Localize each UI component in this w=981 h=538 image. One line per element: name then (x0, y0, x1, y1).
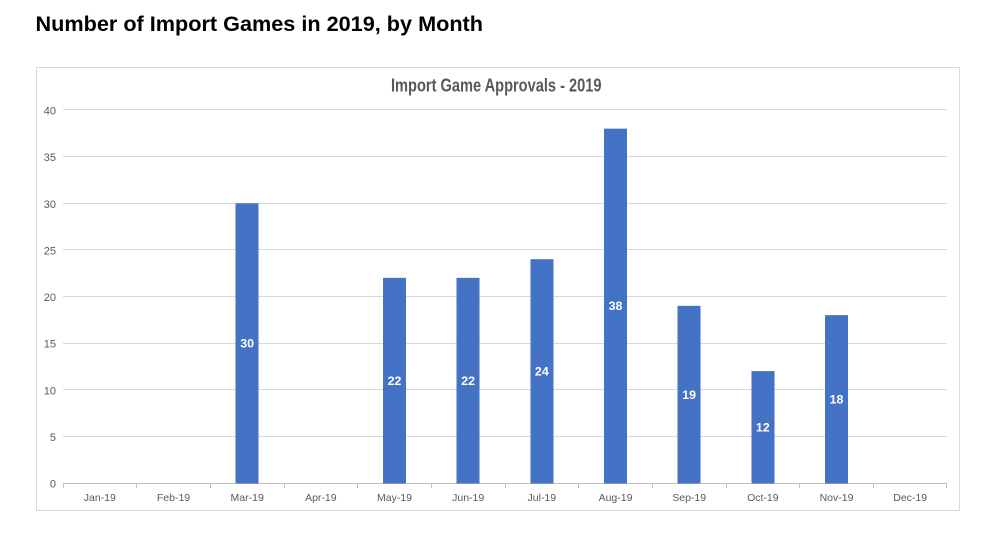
svg-text:Jul-19: Jul-19 (528, 492, 557, 504)
svg-text:Number of Import Games in 2019: Number of Import Games in 2019, by Month (36, 13, 484, 36)
svg-text:5: 5 (50, 432, 56, 444)
svg-text:Mar-19: Mar-19 (231, 492, 264, 504)
svg-text:30: 30 (44, 199, 56, 211)
svg-text:0: 0 (50, 479, 56, 491)
svg-text:18: 18 (830, 392, 844, 406)
svg-text:22: 22 (461, 374, 475, 388)
svg-text:20: 20 (44, 292, 56, 304)
svg-text:38: 38 (609, 299, 623, 313)
svg-text:22: 22 (388, 374, 402, 388)
svg-text:May-19: May-19 (377, 492, 412, 504)
svg-text:Feb-19: Feb-19 (157, 492, 190, 504)
svg-text:Jun-19: Jun-19 (452, 492, 484, 504)
svg-text:Apr-19: Apr-19 (305, 492, 337, 504)
svg-text:25: 25 (44, 245, 56, 257)
svg-text:Jan-19: Jan-19 (84, 492, 116, 504)
svg-text:Aug-19: Aug-19 (599, 492, 633, 504)
svg-text:12: 12 (756, 420, 770, 434)
svg-text:Sep-19: Sep-19 (672, 492, 706, 504)
svg-text:19: 19 (682, 388, 696, 402)
svg-text:Oct-19: Oct-19 (747, 492, 779, 504)
svg-text:Nov-19: Nov-19 (820, 492, 854, 504)
svg-text:30: 30 (240, 337, 254, 351)
svg-text:24: 24 (535, 365, 549, 379)
svg-text:Dec-19: Dec-19 (893, 492, 927, 504)
svg-text:15: 15 (44, 339, 56, 351)
svg-text:40: 40 (44, 106, 56, 118)
svg-text:Import Game Approvals - 2019: Import Game Approvals - 2019 (391, 75, 602, 96)
svg-text:35: 35 (44, 152, 56, 164)
svg-text:10: 10 (44, 385, 56, 397)
